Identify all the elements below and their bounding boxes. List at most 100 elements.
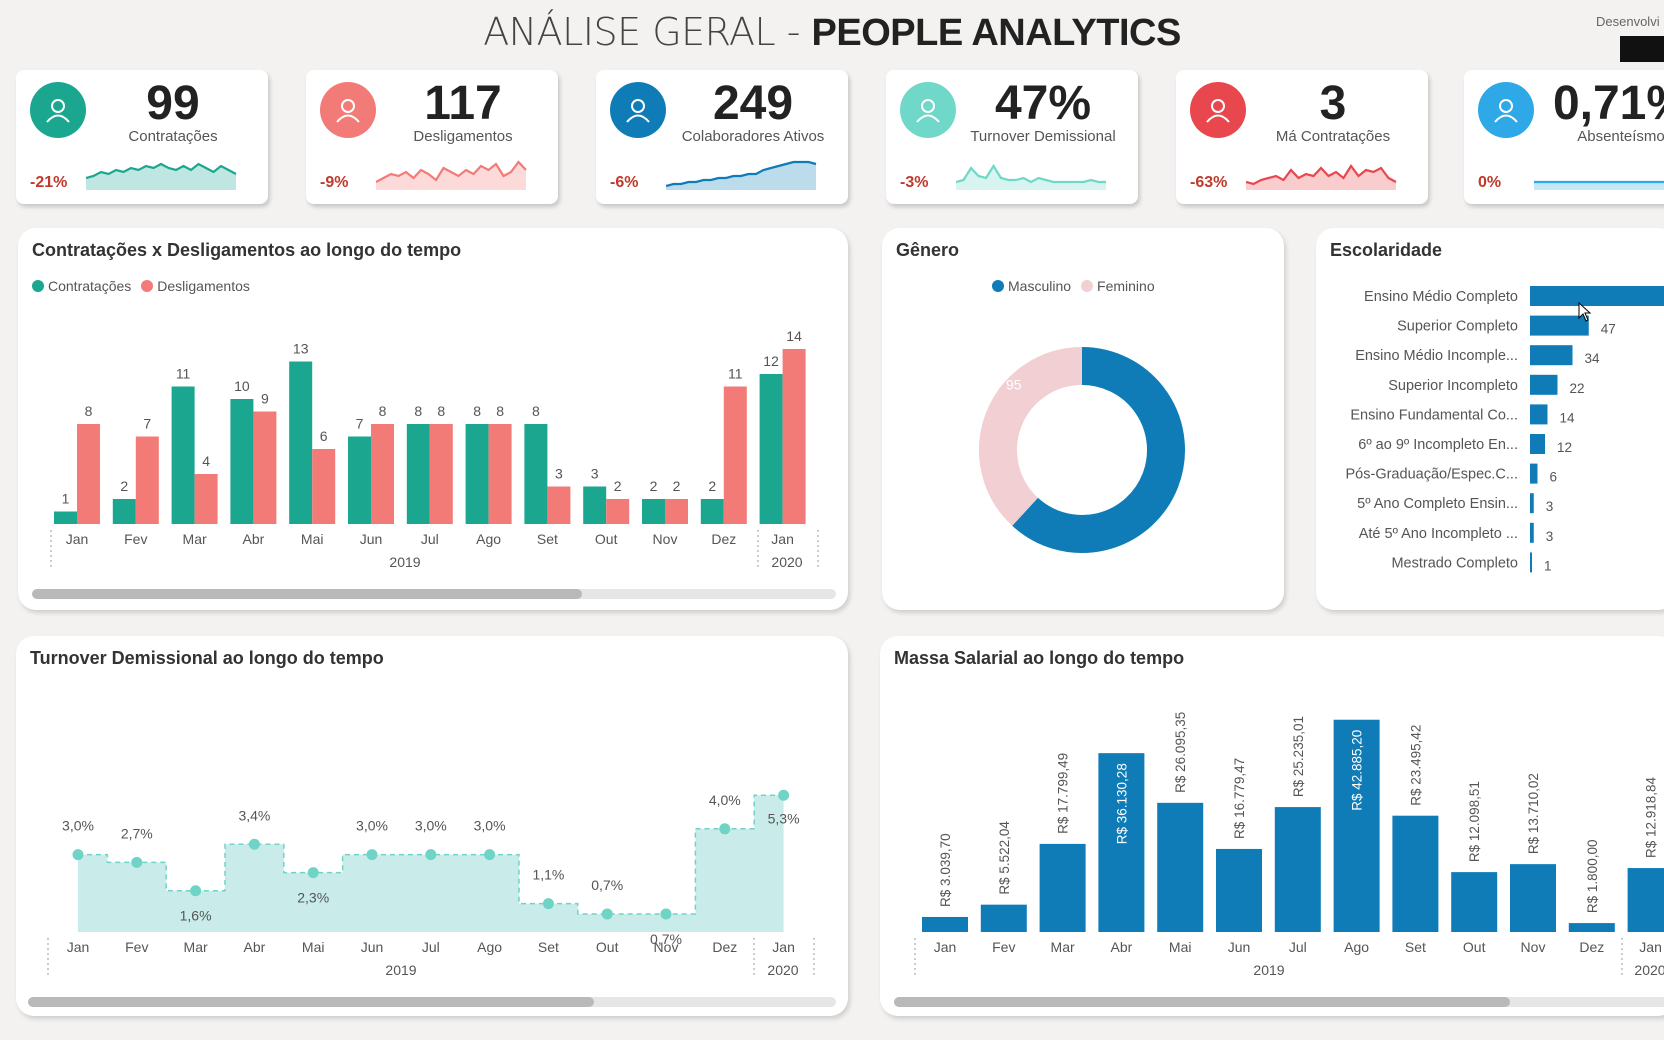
legend-item-hires[interactable]: Contratações [32, 278, 131, 294]
hires-fires-scroll-thumb[interactable] [32, 589, 582, 599]
x-tick-label: Fev [125, 939, 148, 955]
bar-contratacoes [289, 361, 313, 524]
kpi-label: Absenteísmo [1577, 128, 1664, 145]
x-tick-label: Abr [1111, 939, 1133, 955]
kpi-label: Contratações [128, 128, 218, 145]
payroll-bar [1216, 848, 1262, 932]
bar-data-label: R$ 3.039,70 [938, 833, 953, 907]
bar-data-label: 3 [591, 466, 599, 482]
edu-bar [1530, 434, 1545, 454]
legend-item-female[interactable]: Feminino [1081, 278, 1155, 294]
bar-data-label: 2 [673, 478, 681, 494]
bar-data-label: R$ 17.799,49 [1056, 753, 1071, 834]
x-tick-label: Out [596, 939, 619, 955]
turnover-area-chart[interactable]: 3,0% Jan 2,7% Fev 1,6% Mar 3,4% Abr 2,3% Mai 3,0% J… [16, 636, 848, 1016]
bar-data-label: R$ 26.095,35 [1173, 712, 1188, 793]
education-bar-chart[interactable]: Ensino Médio Completo Superior Completo 47… [1316, 228, 1664, 610]
bar-contratacoes [759, 374, 783, 524]
kpi-card-2[interactable]: 117 Desligamentos -9% [306, 70, 558, 204]
page-title-bold: PEOPLE ANALYTICS [811, 12, 1182, 54]
donut-slice-feminino [979, 347, 1083, 526]
turnover-scroll-thumb[interactable] [28, 997, 594, 1007]
bar-data-label: 8 [414, 403, 422, 419]
x-tick-label: Nov [653, 531, 678, 547]
edu-bar [1530, 404, 1548, 425]
payroll-bar [980, 904, 1027, 932]
exit-icon [320, 82, 376, 138]
bar-data-label: 13 [293, 341, 309, 357]
turnover-point [542, 898, 554, 910]
developer-logo [1620, 36, 1664, 62]
payroll-bar [1274, 807, 1321, 932]
bar-desligamentos [488, 424, 512, 524]
kpi-value: 47% [994, 77, 1092, 130]
x-tick-label: Set [537, 531, 558, 547]
bar-data-label: R$ 5.522,04 [997, 821, 1012, 895]
point-data-label: 3,0% [415, 818, 447, 834]
x-tick-label: Jan [67, 939, 90, 955]
bar-data-label: 3 [1546, 499, 1554, 514]
payroll-bar [922, 916, 968, 932]
kpi-card-1[interactable]: 99 Contratações -21% [16, 70, 268, 204]
bar-data-label: 2 [650, 478, 658, 494]
bar-data-label: R$ 36.130,28 [1114, 763, 1129, 844]
category-label: Superior Completo [1397, 319, 1518, 335]
bar-data-label: 6 [320, 428, 328, 444]
x-tick-label: Dez [712, 939, 737, 955]
turnover-point [484, 849, 496, 861]
turnover-area [78, 795, 784, 932]
payroll-bar-chart[interactable]: R$ 3.039,70 Jan R$ 5.522,04 Fev R$ 17.799,49… [880, 636, 1664, 1016]
x-tick-label: Jun [1228, 939, 1251, 955]
legend-item-male[interactable]: Masculino [992, 278, 1071, 294]
edu-bar [1530, 493, 1534, 514]
point-data-label: 3,0% [474, 818, 506, 834]
x-tick-label: Abr [243, 531, 265, 547]
bar-data-label: 8 [85, 403, 93, 419]
x-group-label-2019: 2019 [385, 962, 416, 978]
kpi-label: Turnover Demissional [970, 128, 1116, 145]
payroll-scroll-thumb[interactable] [894, 997, 1510, 1007]
kpi-delta: -21% [30, 174, 68, 191]
kpi-card-3[interactable]: 249 Colaboradores Ativos -6% [596, 70, 848, 204]
bar-data-label: 4 [202, 453, 210, 469]
kpi-card-6[interactable]: 0,71%Absenteísmo 0% [1464, 70, 1664, 204]
point-data-label: 1,1% [532, 867, 564, 883]
bar-data-label: 3 [1546, 529, 1554, 544]
kpi-label: Desligamentos [413, 128, 513, 145]
turnover-point [190, 885, 202, 897]
kpi-value: 99 [146, 77, 200, 130]
turnover-card: Turnover Demissional ao longo do tempo 3… [16, 636, 848, 1016]
category-label: 5º Ano Completo Ensin... [1357, 496, 1518, 512]
people-search-icon [30, 82, 86, 138]
bar-desligamentos [723, 386, 747, 524]
kpi-card-5[interactable]: 3 Má Contratações -63% [1176, 70, 1428, 204]
kpi-sparkline-area [376, 162, 526, 190]
turnover-title: Turnover Demissional ao longo do tempo [30, 648, 384, 668]
hires-fires-card: Contratações x Desligamentos ao longo do… [18, 228, 848, 610]
x-tick-label: Jan [772, 939, 795, 955]
point-data-label: 4,0% [709, 792, 741, 808]
bar-data-label: R$ 42.885,20 [1350, 730, 1365, 811]
kpi-label: Má Contratações [1275, 128, 1391, 145]
bar-data-label: 7 [143, 416, 151, 432]
gender-donut-chart[interactable]: 154 95 [882, 228, 1284, 610]
point-data-label: 3,4% [238, 807, 270, 823]
bar-data-label: 14 [786, 328, 802, 344]
bar-data-label: 2 [120, 478, 128, 494]
thumbs-down-icon [1190, 82, 1246, 138]
turnover-point [131, 856, 143, 868]
legend-item-fires[interactable]: Desligamentos [141, 278, 250, 294]
payroll-bar [1627, 868, 1664, 932]
kpi-card-4[interactable]: 47% Turnover Demissional -3% [886, 70, 1138, 204]
mouse-cursor-icon [1578, 302, 1592, 322]
x-tick-label: Ago [1344, 939, 1369, 955]
bar-data-label: 2 [708, 478, 716, 494]
hires-fires-title: Contratações x Desligamentos ao longo do… [32, 240, 462, 260]
gender-card: Gênero Masculino Feminino 154 95 [882, 228, 1284, 610]
gender-title: Gênero [896, 240, 960, 260]
bar-contratacoes [583, 486, 607, 524]
bar-data-label: 12 [763, 353, 779, 369]
x-tick-label: Mai [302, 939, 325, 955]
x-group-label-2020: 2020 [1634, 962, 1664, 978]
